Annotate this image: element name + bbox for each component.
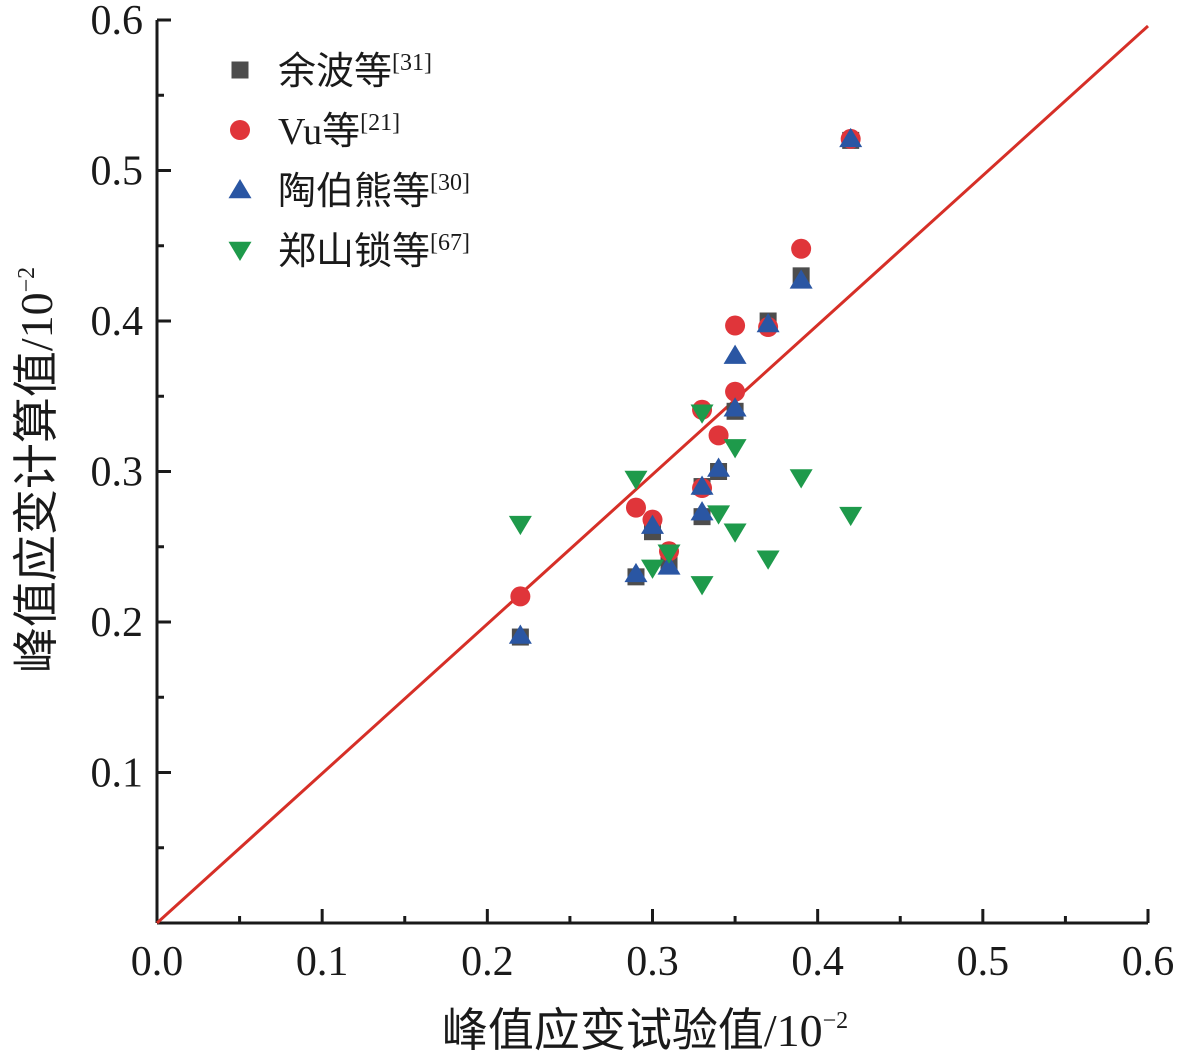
legend-label: 余波等[31]: [278, 50, 432, 93]
data-point-triangle-down: [723, 523, 747, 543]
data-point-triangle-down: [690, 404, 714, 424]
data-point-triangle-down: [756, 550, 780, 570]
data-point-triangle-up: [690, 501, 714, 521]
legend-citation: [21]: [360, 110, 400, 136]
data-point-triangle-up: [624, 562, 648, 583]
y-tick-label: 0.6: [91, 0, 144, 44]
data-point-triangle-up: [707, 457, 731, 477]
data-point-circle: [791, 238, 812, 259]
y-tick-label: 0.2: [91, 600, 144, 646]
data-points: [508, 127, 863, 646]
x-tick-label: 0.4: [791, 939, 844, 985]
legend-series-name: 陶伯熊等: [278, 171, 430, 213]
legend-label: Vu等[21]: [278, 110, 400, 153]
legend-label: 郑山锁等[67]: [278, 230, 470, 273]
data-point-triangle-down: [657, 544, 681, 564]
x-tick-label: 0.0: [131, 939, 184, 985]
legend-citation: [30]: [430, 170, 470, 196]
legend-series-name: 郑山锁等: [278, 231, 430, 273]
x-axis-title: 峰值应变试验值/10−2: [442, 1005, 848, 1056]
data-point-triangle-down: [723, 439, 747, 459]
legend: 余波等[31] Vu等[21] 陶伯熊等[30] 郑山锁等[67]: [228, 50, 470, 273]
data-point-triangle-down: [789, 469, 813, 489]
y-tick-label: 0.1: [91, 751, 144, 797]
data-point-triangle-down: [707, 505, 731, 525]
data-point-circle: [510, 586, 531, 607]
data-point-triangle-up: [723, 344, 747, 364]
x-tick-label: 0.1: [296, 939, 349, 985]
legend-marker-circle: [230, 120, 250, 140]
data-point-triangle-up: [508, 624, 532, 644]
legend-series-name: Vu等: [278, 111, 360, 153]
x-tick-label: 0.3: [626, 939, 679, 985]
data-point-triangle-up: [690, 475, 714, 495]
data-point-triangle-up: [839, 127, 863, 148]
legend-marker-triangle-up: [228, 179, 252, 199]
legend-marker-triangle-down: [228, 241, 252, 261]
legend-label: 陶伯熊等[30]: [278, 170, 470, 213]
legend-series-name: 余波等: [278, 51, 392, 93]
x-tick-label: 0.6: [1122, 939, 1175, 985]
legend-citation: [67]: [430, 230, 470, 256]
data-point-triangle-up: [641, 514, 664, 534]
legend-citation: [31]: [392, 50, 432, 76]
data-point-triangle-down: [624, 470, 648, 491]
y-tick-label: 0.3: [91, 450, 144, 496]
legend-marker-square: [231, 61, 249, 79]
data-point-triangle-up: [657, 555, 681, 575]
x-tick-label: 0.2: [461, 939, 514, 985]
data-point-triangle-down: [690, 576, 714, 596]
y-tick-label: 0.4: [91, 299, 144, 345]
data-point-triangle-up: [756, 313, 780, 333]
reference-line-group: [155, 24, 1150, 925]
data-point-triangle-down: [641, 559, 664, 579]
data-point-triangle-up: [723, 397, 747, 417]
data-point-circle: [725, 315, 746, 336]
ticks: 0.0 0.1 0.2 0.3 0.4 0.5 0.6 0.1 0.2 0.3 0.4 0.5 0.6: [91, 0, 1175, 985]
data-point-circle: [725, 381, 746, 402]
data-point-triangle-down: [839, 506, 863, 527]
data-point-circle: [708, 425, 729, 446]
data-point-triangle-down: [508, 515, 532, 536]
x-tick-label: 0.5: [957, 939, 1010, 985]
y-tick-label: 0.5: [91, 149, 144, 195]
data-point-circle: [625, 497, 646, 518]
reference-line: [155, 24, 1150, 925]
data-point-triangle-up: [789, 269, 813, 289]
y-axis-title: 峰值应变计算值/10−2: [11, 267, 62, 673]
